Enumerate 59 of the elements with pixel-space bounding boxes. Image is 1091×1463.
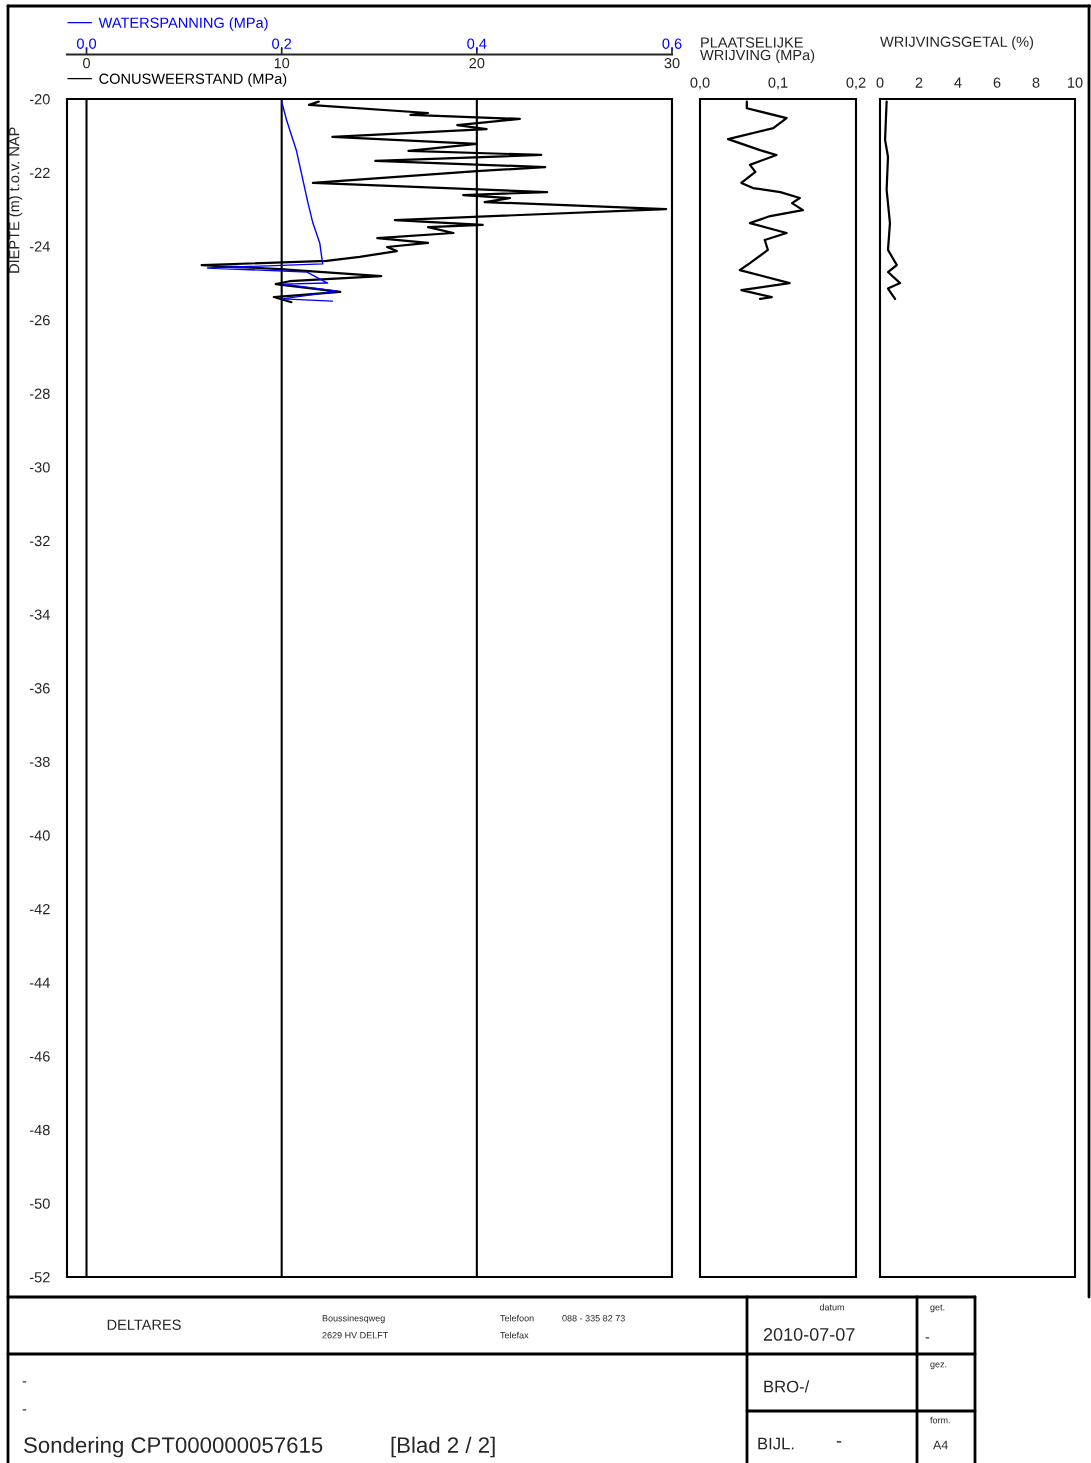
text: 2010-07-07 xyxy=(763,1328,855,1341)
text: - xyxy=(22,1381,27,1383)
text: get. xyxy=(930,1304,945,1313)
text: Boussinesqweg xyxy=(322,1314,385,1324)
text: BRO-/ xyxy=(764,1380,810,1393)
x-tick-label: 30 xyxy=(664,58,680,69)
y-tick-label: -48 xyxy=(29,1124,50,1136)
y-tick-label: -24 xyxy=(29,241,50,252)
legend-label: WATERSPANNING (MPa) xyxy=(98,17,268,31)
x-tick-label: 8 xyxy=(1032,77,1040,88)
x2-tick-label: 0,6 xyxy=(662,38,682,51)
y-tick-label: -50 xyxy=(29,1198,50,1209)
y-tick-label: -46 xyxy=(29,1051,50,1062)
y-axis-title: DIEPTE (m) t.o.v. NAP xyxy=(8,127,23,273)
x2-tick-label: 0,0 xyxy=(76,38,97,51)
legend-label: CONUSWEERSTAND (MPa) xyxy=(99,73,287,87)
x-tick-label: 0,1 xyxy=(768,77,788,90)
text: [Blad 2 / 2] xyxy=(391,1436,495,1458)
x-tick-label: 10 xyxy=(1068,77,1083,88)
text: Telefoon xyxy=(500,1314,534,1322)
y-tick-label: -32 xyxy=(29,535,50,547)
text: - xyxy=(22,1409,27,1411)
x2-tick-label: 0,2 xyxy=(272,38,292,51)
x-tick-label: 2 xyxy=(915,77,923,88)
y-tick-label: -52 xyxy=(29,1272,50,1283)
text: - xyxy=(925,1337,930,1339)
y-tick-label: -20 xyxy=(29,94,50,105)
x-tick-label: 0 xyxy=(83,58,90,69)
x2-tick-label: 0,4 xyxy=(467,38,487,51)
y-tick-label: -44 xyxy=(29,977,50,988)
y-tick-label: -42 xyxy=(29,903,50,915)
text: DELTARES xyxy=(107,1319,181,1330)
text: A4 xyxy=(933,1440,948,1450)
x-tick-label: 0 xyxy=(876,77,884,88)
text: BIJL. xyxy=(758,1437,794,1450)
x-axis-title: WRIJVINGSGETAL (%) xyxy=(880,36,1034,50)
text: datum xyxy=(819,1303,844,1311)
x-tick-label: 4 xyxy=(954,77,962,88)
text: - xyxy=(836,1441,842,1443)
y-tick-label: -30 xyxy=(29,462,50,473)
x-tick-label: 20 xyxy=(469,58,485,69)
x-tick-label: 6 xyxy=(993,77,1001,88)
x-tick-label: 0,0 xyxy=(690,77,710,90)
y-tick-label: -28 xyxy=(29,388,50,399)
x-axis-title: PLAATSELIJKE WRIJVING (MPa) xyxy=(700,37,815,64)
x-tick-label: 10 xyxy=(274,58,290,69)
y-tick-label: -26 xyxy=(29,314,50,326)
text: 2629 HV DELFT xyxy=(322,1332,389,1339)
text: Sondering CPT000000057615 xyxy=(24,1436,323,1458)
y-tick-label: -40 xyxy=(29,830,50,841)
y-tick-label: -22 xyxy=(29,167,50,178)
text: 088 - 335 82 73 xyxy=(562,1315,625,1322)
y-tick-label: -38 xyxy=(29,756,50,768)
x-tick-label: 0,2 xyxy=(846,77,866,90)
y-tick-label: -36 xyxy=(29,683,50,694)
text: gez. xyxy=(930,1362,947,1370)
text: Telefax xyxy=(500,1331,529,1339)
y-tick-label: -34 xyxy=(29,609,50,620)
text: form. xyxy=(930,1416,950,1424)
